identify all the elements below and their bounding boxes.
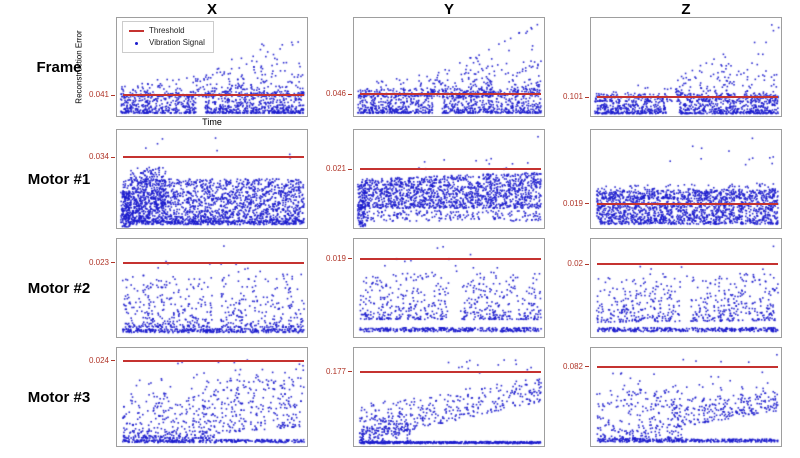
- scatter-points: [591, 348, 781, 446]
- y-axis-label: Reconstruction Error: [74, 30, 84, 104]
- threshold-line: [596, 202, 779, 205]
- threshold-line: [122, 94, 305, 97]
- scatter-points: [117, 239, 307, 337]
- threshold-line: [596, 263, 779, 266]
- subplot-motor2-y: 0.019: [326, 238, 545, 338]
- threshold-line: [122, 359, 305, 362]
- threshold-tick-label: 0.019: [563, 199, 589, 208]
- threshold-line: [122, 156, 305, 159]
- row-label-motor-2: Motor #2: [27, 279, 91, 297]
- column-header-y: Y: [443, 1, 454, 18]
- legend-entry-threshold: Threshold: [128, 25, 205, 37]
- threshold-line: [359, 370, 542, 373]
- threshold-tick-label: 0.024: [89, 356, 115, 365]
- row-motor-1: Motor #1 0.034 0.021 0.019: [2, 129, 800, 229]
- header-spacer: [2, 2, 116, 17]
- legend-signal-label: Vibration Signal: [149, 38, 205, 47]
- threshold-tick-label: 0.02: [567, 260, 589, 268]
- subplot-motor3-x: 0.024: [89, 347, 308, 447]
- threshold-tick-label: 0.046: [326, 90, 352, 98]
- scatter-points: [354, 239, 544, 337]
- row-label-motor-1: Motor #1: [27, 170, 91, 188]
- scatter-points: [591, 239, 781, 337]
- threshold-tick-label: 0.101: [563, 93, 589, 101]
- row-frame: Frame Reconstruction Error 0.041 Thresho…: [2, 17, 800, 127]
- scatter-points: [591, 18, 781, 116]
- subplot-motor3-z: 0.082: [563, 347, 782, 447]
- legend-entry-signal: Vibration Signal: [128, 37, 205, 49]
- threshold-tick-label: 0.041: [89, 91, 115, 99]
- subplot-frame-y: 0.046: [326, 17, 545, 117]
- subplot-motor3-y: 0.177: [326, 347, 545, 447]
- row-label-frame: Frame: [36, 58, 82, 76]
- threshold-tick-label: 0.023: [89, 258, 115, 267]
- column-header-x: X: [206, 1, 217, 18]
- threshold-tick-label: 0.034: [89, 153, 115, 161]
- threshold-tick-label: 0.177: [326, 367, 352, 376]
- threshold-line: [359, 168, 542, 171]
- scatter-points: [354, 348, 544, 446]
- signal-point-icon: [128, 41, 144, 45]
- threshold-line: [359, 257, 542, 260]
- row-motor-2: Motor #2 0.023 0.019 0.02: [2, 238, 800, 338]
- scatter-points: [591, 130, 781, 228]
- threshold-line-icon: [128, 30, 144, 32]
- scatter-points: [354, 18, 544, 116]
- threshold-tick-label: 0.021: [326, 165, 352, 173]
- subplot-motor2-x: 0.023: [89, 238, 308, 338]
- threshold-line: [596, 365, 779, 368]
- scatter-points: [354, 130, 544, 228]
- subplot-motor1-x: 0.034: [89, 129, 308, 229]
- row-motor-3: Motor #3 0.024 0.177 0.082: [2, 347, 800, 447]
- threshold-line: [359, 93, 542, 96]
- threshold-line: [122, 261, 305, 264]
- legend-threshold-label: Threshold: [149, 26, 185, 35]
- subplot-motor2-z: 0.02: [567, 238, 782, 338]
- threshold-line: [596, 96, 779, 99]
- legend: Threshold Vibration Signal: [122, 21, 214, 53]
- subplot-frame-z: 0.101: [563, 17, 782, 117]
- scatter-points: [117, 130, 307, 228]
- subplot-motor1-y: 0.021: [326, 129, 545, 229]
- column-header-z: Z: [681, 1, 691, 18]
- scatter-points: [117, 348, 307, 446]
- column-headers: X Y Z: [2, 2, 800, 17]
- row-label-motor-3: Motor #3: [27, 388, 91, 406]
- x-axis-label: Time: [202, 117, 222, 127]
- subplot-motor1-z: 0.019: [563, 129, 782, 229]
- threshold-tick-label: 0.082: [563, 362, 589, 371]
- subplot-frame-x: Reconstruction Error 0.041 Threshold Vib…: [75, 17, 308, 127]
- threshold-tick-label: 0.019: [326, 254, 352, 263]
